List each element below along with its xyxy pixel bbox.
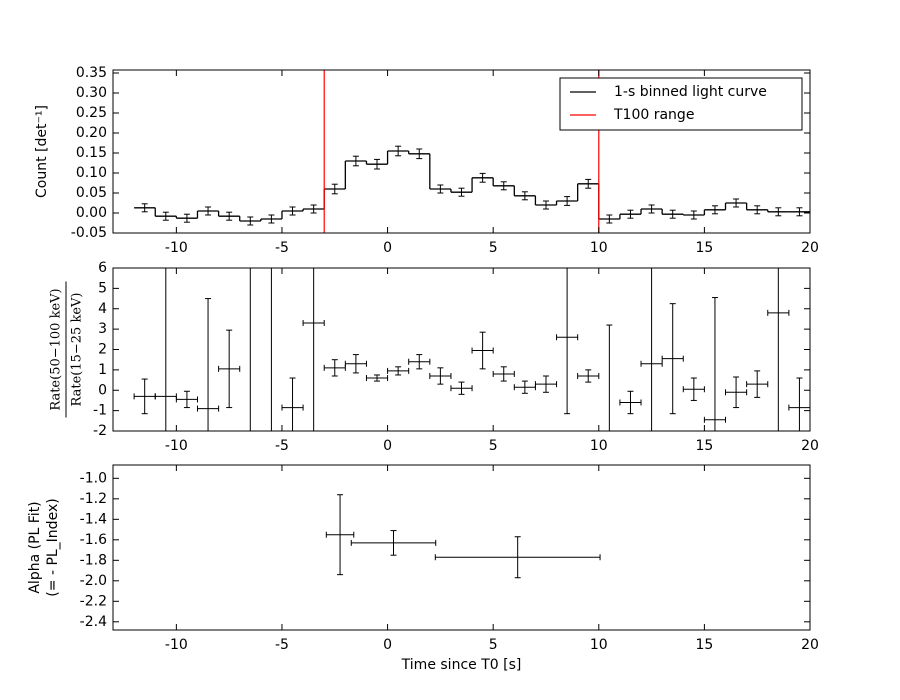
plot-area xyxy=(133,268,810,431)
plot-area xyxy=(134,70,810,233)
x-tick-label: -5 xyxy=(275,240,289,256)
x-tick-label: 10 xyxy=(590,240,608,256)
x-tick-label: 0 xyxy=(383,438,392,454)
y-tick-label: -2 xyxy=(93,423,107,439)
y-axis-label: Alpha (PL Fit) xyxy=(27,501,43,593)
y-tick-label: 2 xyxy=(98,342,107,358)
y-tick-label: -1.6 xyxy=(80,532,107,548)
y-tick-label: -1.0 xyxy=(80,470,107,486)
y-tick-label: 4 xyxy=(98,301,107,317)
y-tick-label: -1 xyxy=(93,403,107,419)
y-tick-label: -2.4 xyxy=(80,614,107,630)
axes-frame xyxy=(112,267,811,432)
y-tick-label: 0.30 xyxy=(76,85,107,101)
x-tick-label: 20 xyxy=(801,438,819,454)
y-tick-label: -1.2 xyxy=(80,491,107,507)
x-tick-label: 20 xyxy=(801,240,819,256)
y-tick-label: 0.15 xyxy=(76,145,107,161)
x-axis-label: Time since T0 [s] xyxy=(401,657,522,673)
y-tick-label: 0.05 xyxy=(76,185,107,201)
x-tick-label: 10 xyxy=(590,637,608,653)
x-tick-label: 10 xyxy=(590,438,608,454)
y-tick-label: 0.20 xyxy=(76,125,107,141)
x-tick-label: -5 xyxy=(275,438,289,454)
y-tick-label: 0.35 xyxy=(76,65,107,81)
y-axis-label: Rate(15−25 keV) xyxy=(70,293,85,407)
y-tick-label: 0.25 xyxy=(76,105,107,121)
y-tick-label: -0.05 xyxy=(71,225,107,241)
x-tick-label: -10 xyxy=(165,240,188,256)
y-axis-label: Count [det⁻¹] xyxy=(34,105,50,198)
legend-box xyxy=(559,77,803,131)
legend-label: T100 range xyxy=(613,107,694,123)
plot-area xyxy=(325,494,601,579)
x-tick-label: 5 xyxy=(489,637,498,653)
x-tick-label: -5 xyxy=(275,637,289,653)
y-tick-label: 6 xyxy=(98,260,107,276)
y-tick-label: -1.8 xyxy=(80,552,107,568)
axes-frame xyxy=(112,464,811,631)
y-axis-label: Rate(50−100 keV) xyxy=(49,288,64,410)
x-tick-label: 5 xyxy=(489,438,498,454)
x-tick-label: 5 xyxy=(489,240,498,256)
y-tick-label: 1 xyxy=(98,362,107,378)
x-tick-label: -10 xyxy=(165,637,188,653)
y-tick-label: 0 xyxy=(98,382,107,398)
x-tick-label: 15 xyxy=(695,438,713,454)
y-tick-label: 0.00 xyxy=(76,205,107,221)
y-tick-label: 0.10 xyxy=(76,165,107,181)
y-tick-label: -1.4 xyxy=(80,511,107,527)
y-tick-label: -2.0 xyxy=(80,573,107,589)
x-tick-label: 15 xyxy=(695,240,713,256)
y-tick-label: 3 xyxy=(98,321,107,337)
y-tick-label: 5 xyxy=(98,280,107,296)
x-tick-label: 0 xyxy=(383,637,392,653)
x-tick-label: 0 xyxy=(383,240,392,256)
y-axis-label: (= - PL_Index) xyxy=(45,498,61,596)
x-tick-label: -10 xyxy=(165,438,188,454)
x-tick-label: 20 xyxy=(801,637,819,653)
legend-label: 1-s binned light curve xyxy=(614,84,767,100)
x-tick-label: 15 xyxy=(695,637,713,653)
axes-frame xyxy=(112,69,811,234)
y-tick-label: -2.2 xyxy=(80,593,107,609)
